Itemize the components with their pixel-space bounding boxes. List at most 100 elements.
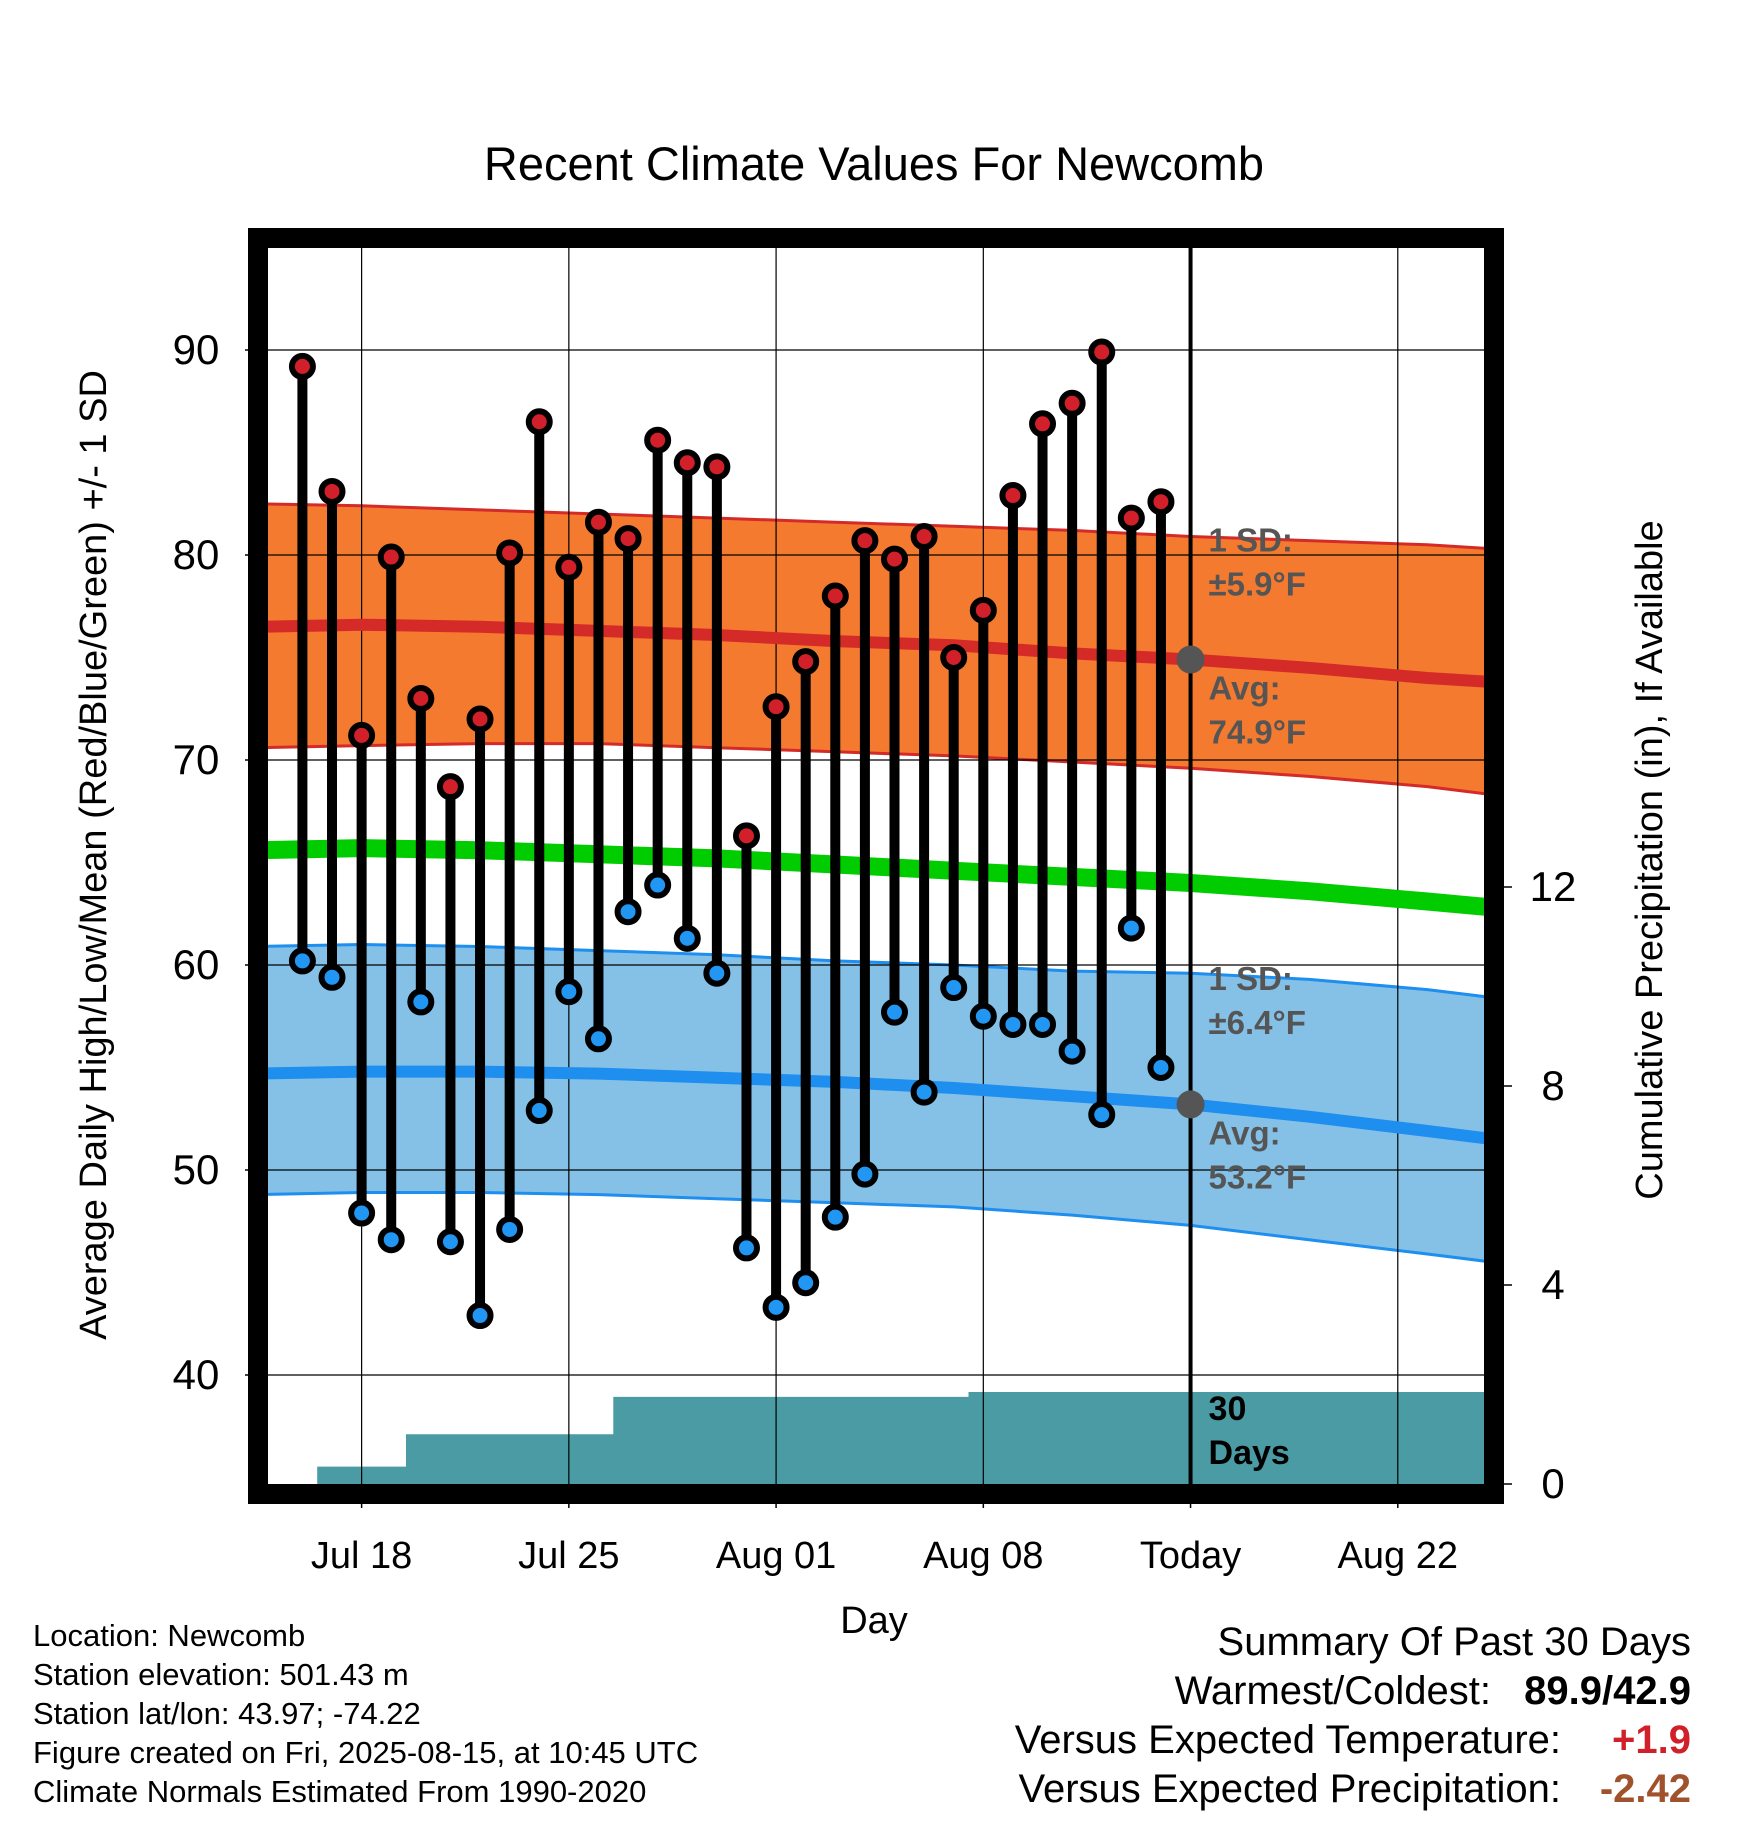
daily-high-point <box>703 453 731 481</box>
daily-high-point <box>614 525 642 553</box>
summary-heading: Summary Of Past 30 Days <box>1217 1620 1691 1664</box>
x-tick-label: Today <box>1140 1535 1241 1577</box>
high-avg-annotation: 74.9°F <box>1209 714 1307 751</box>
daily-low-point <box>910 1078 938 1106</box>
daily-low-point <box>436 1228 464 1256</box>
daily-low-point <box>1117 914 1145 942</box>
x-tick-label: Jul 18 <box>311 1535 412 1577</box>
normals-text: Climate Normals Estimated From 1990-2020 <box>33 1774 647 1809</box>
low-avg-annotation: Avg: <box>1209 1114 1281 1151</box>
daily-low-point <box>1029 1010 1057 1038</box>
high-sd-annotation: ±5.9°F <box>1209 565 1306 602</box>
station-info: Location: Newcomb Station elevation: 501… <box>33 1616 698 1811</box>
low-avg-annotation: 53.2°F <box>1209 1158 1307 1195</box>
plot-area: 1 SD: ±5.9°F Avg: 74.9°F 1 SD: ±6.4°F Avg: 53.2… <box>173 228 1577 1577</box>
y-axis-label-right: Cumulative Precipitation (in), If Availa… <box>1629 520 1671 1199</box>
daily-low-point <box>407 988 435 1016</box>
days-annotation: Days <box>1209 1434 1290 1472</box>
today-high-avg-marker <box>1176 645 1205 674</box>
daily-low-point <box>288 947 316 975</box>
x-tick-label: Aug 22 <box>1338 1535 1458 1577</box>
daily-high-point <box>821 582 849 610</box>
x-axis-label: Day <box>840 1600 908 1642</box>
y-tick-label-left: 60 <box>173 941 220 988</box>
summary-warm-cold-row: Warmest/Coldest: 89.9/42.9 <box>1015 1667 1691 1716</box>
x-tick-label: Aug 01 <box>716 1535 836 1577</box>
daily-low-point <box>1058 1037 1086 1065</box>
precip-area <box>268 1392 1486 1484</box>
summary-precip-value: -2.42 <box>1599 1767 1691 1811</box>
daily-low-point <box>969 1002 997 1030</box>
days-annotation: 30 <box>1209 1390 1247 1428</box>
created-text: Figure created on Fri, 2025-08-15, at 10… <box>33 1735 699 1770</box>
y-tick-label-left: 40 <box>173 1351 220 1398</box>
daily-low-point <box>881 998 909 1026</box>
x-tick-label: Aug 08 <box>923 1535 1043 1577</box>
daily-high-point <box>348 721 376 749</box>
daily-low-point <box>851 1160 879 1188</box>
daily-low-point <box>555 978 583 1006</box>
low-sd-band <box>268 942 1486 1263</box>
daily-low-point <box>525 1097 553 1125</box>
daily-high-point <box>792 648 820 676</box>
summary-temp-label: Versus Expected Temperature: <box>1014 1718 1561 1762</box>
daily-low-point <box>940 974 968 1002</box>
daily-low-point <box>584 1025 612 1053</box>
chart-title: Recent Climate Values For Newcomb <box>484 137 1264 190</box>
daily-high-point <box>851 527 879 555</box>
daily-high-point <box>969 596 997 624</box>
daily-low-point <box>496 1215 524 1243</box>
summary-temp-row: Versus Expected Temperature: +1.9 <box>1015 1716 1691 1765</box>
daily-high-point <box>1058 389 1086 417</box>
summary-warm-cold-label: Warmest/Coldest: <box>1174 1669 1491 1713</box>
daily-high-point <box>1117 504 1145 532</box>
daily-low-point <box>999 1010 1027 1038</box>
summary-warm-cold-value: 89.9/42.9 <box>1524 1669 1691 1713</box>
y-tick-label-right: 8 <box>1541 1062 1564 1109</box>
location-text: Location: Newcomb <box>33 1618 306 1653</box>
daily-high-point <box>910 523 938 551</box>
summary-temp-value: +1.9 <box>1612 1718 1691 1762</box>
daily-low-point <box>614 898 642 926</box>
daily-low-point <box>348 1199 376 1227</box>
daily-high-point <box>377 543 405 571</box>
daily-low-point <box>792 1269 820 1297</box>
y-tick-label-left: 70 <box>173 736 220 783</box>
y-tick-label-right: 12 <box>1530 863 1577 910</box>
low-sd-annotation: 1 SD: <box>1209 960 1293 997</box>
y-tick-label-left: 90 <box>173 326 220 373</box>
daily-low-point <box>732 1234 760 1262</box>
daily-high-point <box>1147 488 1175 516</box>
daily-high-point <box>318 477 346 505</box>
daily-low-point <box>644 871 672 899</box>
summary-panel: Summary Of Past 30 Days Warmest/Coldest:… <box>1015 1618 1691 1814</box>
daily-high-point <box>673 449 701 477</box>
daily-high-point <box>762 693 790 721</box>
mean-line <box>268 839 1486 916</box>
daily-high-point <box>1088 338 1116 366</box>
daily-high-point <box>288 352 316 380</box>
daily-high-point <box>881 545 909 573</box>
daily-high-point <box>555 553 583 581</box>
daily-low-point <box>1088 1101 1116 1129</box>
plot-clipped-group <box>268 248 1486 1484</box>
low-avg-line <box>268 1065 1486 1145</box>
y-tick-label-right: 0 <box>1541 1460 1564 1507</box>
daily-low-point <box>703 959 731 987</box>
daily-low-point <box>377 1226 405 1254</box>
y-tick-label-right: 4 <box>1541 1261 1564 1308</box>
latlon-text: Station lat/lon: 43.97; -74.22 <box>33 1696 421 1731</box>
high-sd-annotation: 1 SD: <box>1209 521 1293 558</box>
daily-high-point <box>407 685 435 712</box>
daily-high-point <box>584 508 612 536</box>
y-axis-label-left: Average Daily High/Low/Mean (Red/Blue/Gr… <box>73 370 115 1340</box>
daily-low-point <box>673 924 701 952</box>
summary-precip-label: Versus Expected Precipitation: <box>1018 1767 1561 1811</box>
y-tick-label-left: 50 <box>173 1146 220 1193</box>
elevation-text: Station elevation: 501.43 m <box>33 1657 409 1692</box>
daily-high-point <box>436 773 464 801</box>
plot-frame <box>248 228 1504 1504</box>
daily-high-point <box>940 644 968 671</box>
today-low-avg-marker <box>1176 1090 1205 1119</box>
